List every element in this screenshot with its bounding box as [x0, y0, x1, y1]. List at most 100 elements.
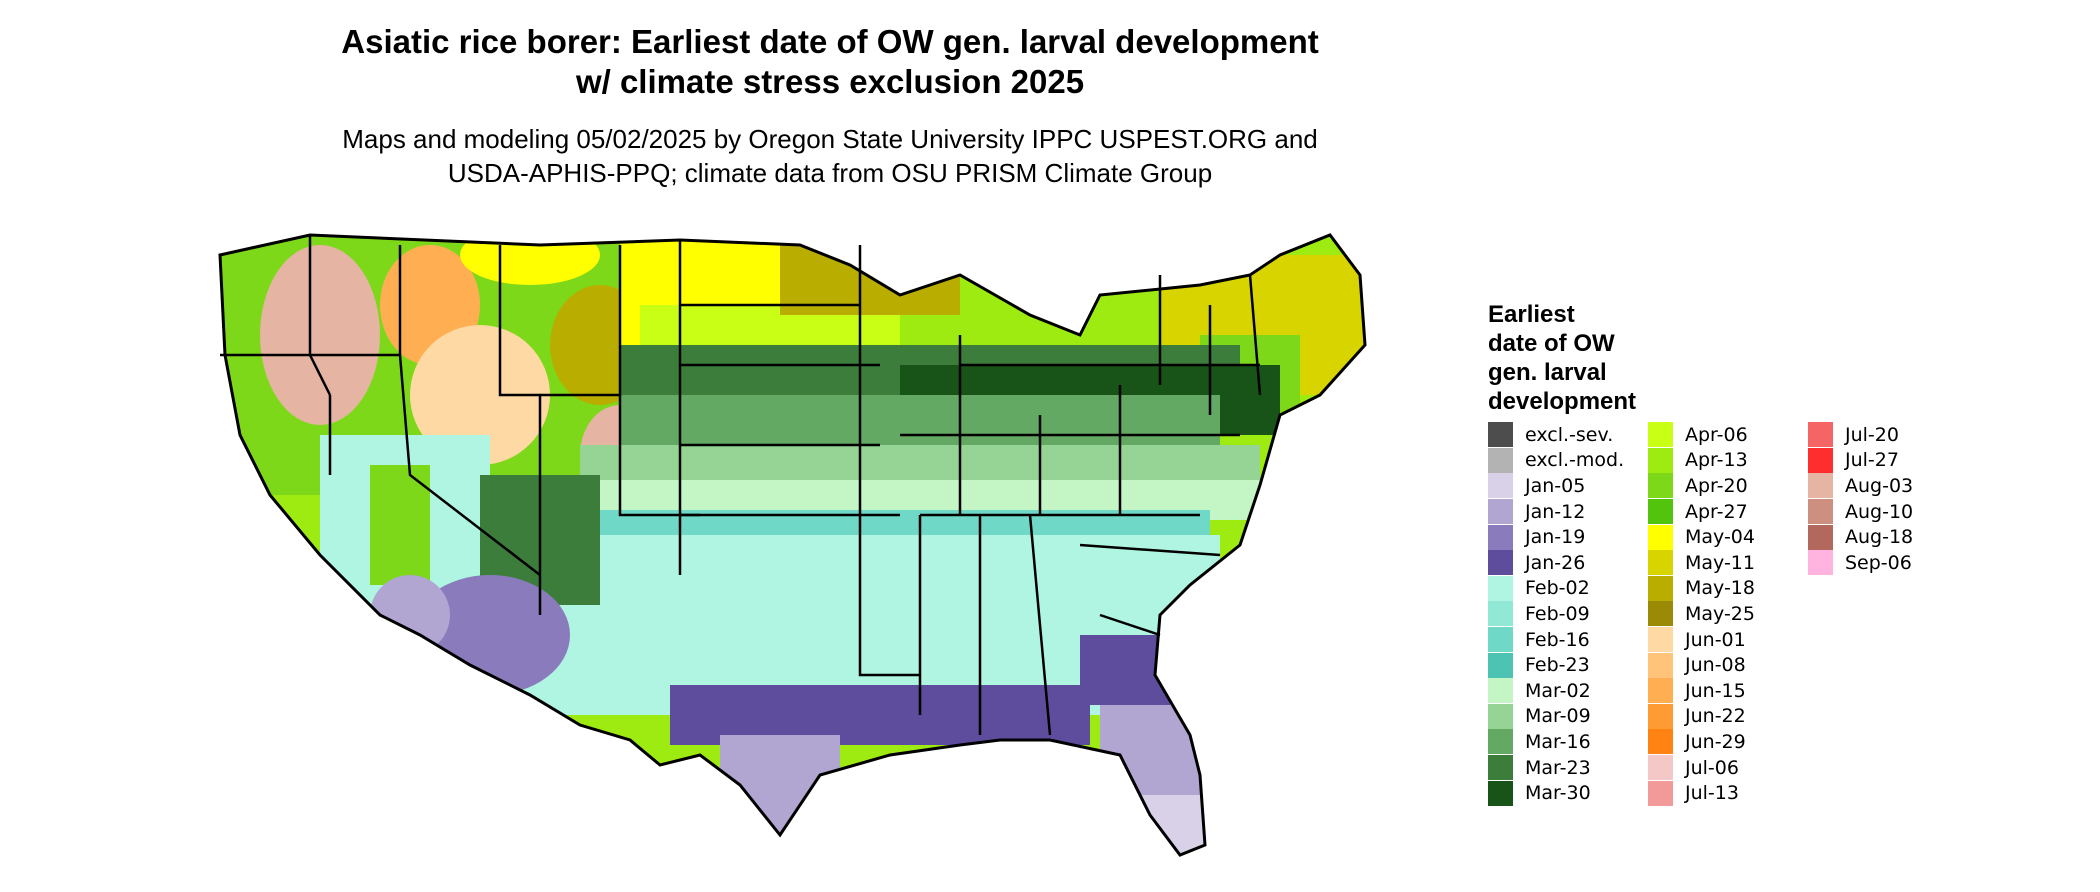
us-map	[200, 215, 1420, 885]
legend-swatch	[1488, 422, 1513, 448]
legend-label: Apr-20	[1685, 474, 1748, 497]
legend-label: Jul-06	[1685, 756, 1739, 779]
legend-item: Jun-29	[1648, 729, 1808, 755]
legend-item: Jun-15	[1648, 678, 1808, 704]
us-outline	[218, 233, 1367, 857]
legend-label: Jan-12	[1525, 500, 1586, 523]
legend-swatch	[1648, 473, 1673, 499]
legend-label: Jan-26	[1525, 551, 1586, 574]
legend-swatch	[1488, 447, 1513, 473]
legend-item: Feb-23	[1488, 652, 1648, 678]
legend-swatch	[1648, 755, 1673, 781]
legend-swatch	[1488, 524, 1513, 550]
state-borders	[220, 235, 1262, 736]
legend-title-line: date of OW	[1488, 330, 1615, 357]
legend-column: Jul-20 Jul-27 Aug-03 Aug-10 Aug-18 Sep-06	[1808, 422, 1968, 806]
title-line-2: w/ climate stress exclusion 2025	[575, 63, 1085, 100]
legend-columns: excl.-sev. excl.-mod. Jan-05 Jan-12 Jan-19 Ja…	[1488, 422, 1968, 806]
legend-label: Jun-22	[1685, 705, 1746, 728]
legend-title-line: Earliest	[1488, 301, 1575, 328]
legend-swatch	[1648, 703, 1673, 729]
legend-label: Mar-09	[1525, 705, 1591, 728]
legend-swatch	[1488, 473, 1513, 499]
legend-swatch	[1488, 499, 1513, 525]
legend-label: May-18	[1685, 577, 1755, 600]
legend-label: Aug-18	[1845, 526, 1914, 549]
legend-label: excl.-mod.	[1525, 449, 1625, 472]
subtitle-line-2: USDA-APHIS-PPQ; climate data from OSU PR…	[447, 158, 1213, 188]
map-subtitle: Maps and modeling 05/02/2025 by Oregon S…	[300, 122, 1360, 190]
legend-swatch	[1648, 575, 1673, 601]
legend-label: Mar-16	[1525, 730, 1591, 753]
legend-swatch	[1488, 755, 1513, 781]
legend-item: Jan-19	[1488, 524, 1648, 550]
legend-swatch	[1488, 550, 1513, 576]
legend-item: Jun-01	[1648, 627, 1808, 653]
legend-label: Mar-02	[1525, 679, 1591, 702]
legend-label: Aug-10	[1845, 500, 1914, 523]
legend-swatch	[1648, 678, 1673, 704]
legend-swatch	[1808, 524, 1833, 550]
legend-swatch	[1648, 550, 1673, 576]
legend-item: Apr-20	[1648, 473, 1808, 499]
legend-swatch	[1648, 601, 1673, 627]
legend-swatch	[1648, 422, 1673, 448]
legend-swatch	[1648, 627, 1673, 653]
legend-label: Feb-16	[1525, 628, 1590, 651]
legend-item: Aug-03	[1808, 473, 1968, 499]
legend-label: Feb-09	[1525, 602, 1590, 625]
legend-label: Jun-29	[1685, 730, 1746, 753]
legend-item: Aug-18	[1808, 524, 1968, 550]
legend-title-line: development	[1488, 388, 1637, 415]
legend-swatch	[1648, 729, 1673, 755]
legend-item: Mar-16	[1488, 729, 1648, 755]
legend-item: Feb-09	[1488, 601, 1648, 627]
legend-swatch	[1488, 601, 1513, 627]
legend-item: Jul-13	[1648, 780, 1808, 806]
legend-item: Mar-30	[1488, 780, 1648, 806]
legend-swatch	[1808, 422, 1833, 448]
legend-label: Mar-30	[1525, 782, 1591, 805]
legend-label: Feb-23	[1525, 654, 1590, 677]
legend-swatch	[1488, 627, 1513, 653]
legend-item: Sep-06	[1808, 550, 1968, 576]
legend-swatch	[1488, 652, 1513, 678]
legend-swatch	[1488, 729, 1513, 755]
legend-column: excl.-sev. excl.-mod. Jan-05 Jan-12 Jan-19 Ja…	[1488, 422, 1648, 806]
legend-title: Earliest date of OW gen. larval developm…	[1488, 300, 1668, 416]
legend-label: Jul-13	[1685, 782, 1739, 805]
map-fill	[220, 235, 1365, 855]
legend-item: Feb-16	[1488, 627, 1648, 653]
legend-item: May-04	[1648, 524, 1808, 550]
legend-label: excl.-sev.	[1525, 423, 1614, 446]
legend-item: Jun-22	[1648, 703, 1808, 730]
legend-label: Jun-08	[1685, 654, 1746, 677]
us-map-graphic	[218, 233, 1367, 857]
legend-swatch	[1648, 652, 1673, 678]
legend-label: Sep-06	[1845, 551, 1912, 574]
legend-item: Apr-06	[1648, 422, 1808, 448]
legend-swatch	[1808, 473, 1833, 499]
legend-item: Jan-12	[1488, 499, 1648, 525]
legend-column: Apr-06 Apr-13 Apr-20 Apr-27 May-04 May-11 May-…	[1648, 422, 1808, 806]
legend-label: Apr-06	[1685, 423, 1748, 446]
legend-item: Jul-20	[1808, 422, 1968, 448]
legend-item: Mar-09	[1488, 703, 1648, 730]
legend-swatch	[1648, 524, 1673, 550]
map-legend: Earliest date of OW gen. larval developm…	[1488, 300, 2048, 806]
legend-swatch	[1488, 575, 1513, 601]
legend-label: Jan-05	[1525, 474, 1586, 497]
map-title: Asiatic rice borer: Earliest date of OW …	[300, 22, 1360, 102]
legend-swatch	[1488, 678, 1513, 704]
legend-item: Aug-10	[1808, 499, 1968, 525]
legend-item: Apr-13	[1648, 447, 1808, 474]
legend-item: Jun-08	[1648, 652, 1808, 678]
legend-item: excl.-mod.	[1488, 447, 1648, 474]
legend-label: May-11	[1685, 551, 1755, 574]
legend-item: Jan-26	[1488, 550, 1648, 576]
legend-swatch	[1488, 780, 1513, 806]
legend-title-line: gen. larval	[1488, 359, 1607, 386]
legend-label: Jun-01	[1685, 628, 1746, 651]
legend-swatch	[1648, 499, 1673, 525]
legend-label: Apr-27	[1685, 500, 1748, 523]
